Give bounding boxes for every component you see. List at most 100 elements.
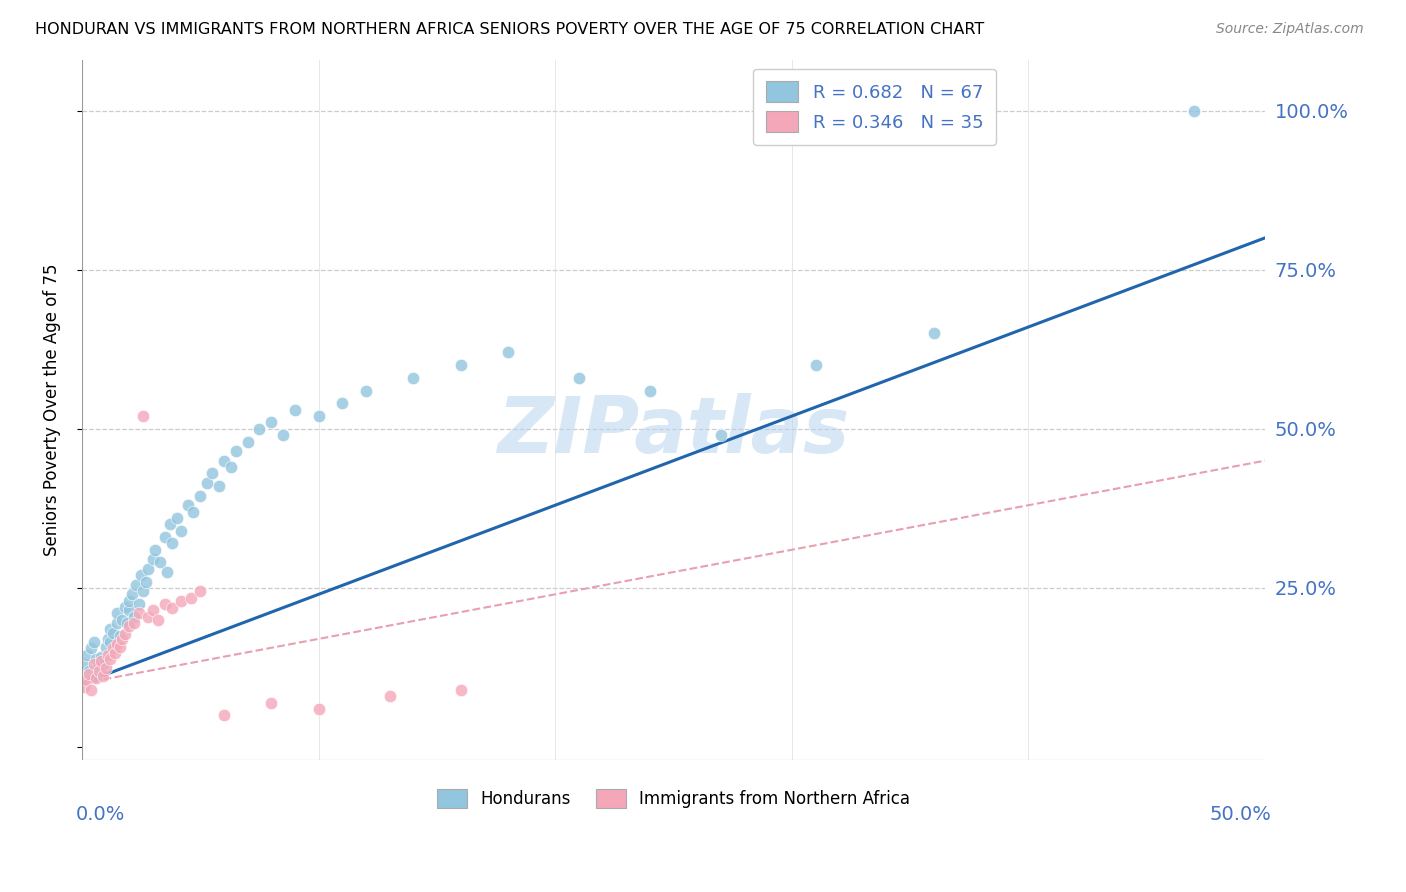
Point <box>101 641 124 656</box>
Point <box>177 498 200 512</box>
Point <box>135 574 157 589</box>
Point <box>212 708 235 723</box>
Point <box>80 682 103 697</box>
Point <box>91 669 114 683</box>
Point <box>160 536 183 550</box>
Point <box>115 615 138 630</box>
Point <box>450 358 472 372</box>
Point <box>330 396 353 410</box>
Point <box>166 511 188 525</box>
Point <box>142 552 165 566</box>
Point <box>143 542 166 557</box>
Point <box>118 603 141 617</box>
Point <box>922 326 945 341</box>
Point <box>90 654 112 668</box>
Point <box>153 597 176 611</box>
Point <box>159 517 181 532</box>
Point <box>149 556 172 570</box>
Point <box>142 603 165 617</box>
Point <box>125 578 148 592</box>
Point <box>122 609 145 624</box>
Point <box>107 615 129 630</box>
Point <box>284 402 307 417</box>
Point <box>201 467 224 481</box>
Point <box>354 384 377 398</box>
Point <box>308 409 330 423</box>
Point <box>271 428 294 442</box>
Point <box>260 696 283 710</box>
Point <box>160 601 183 615</box>
Point <box>83 670 105 684</box>
Point <box>87 660 110 674</box>
Point <box>73 657 96 672</box>
Point <box>94 660 117 674</box>
Point <box>101 625 124 640</box>
Point <box>136 609 159 624</box>
Point <box>710 428 733 442</box>
Point <box>195 475 218 490</box>
Point <box>77 664 100 678</box>
Point <box>104 646 127 660</box>
Point <box>208 479 231 493</box>
Text: Source: ZipAtlas.com: Source: ZipAtlas.com <box>1216 22 1364 37</box>
Point <box>128 597 150 611</box>
Point <box>80 641 103 656</box>
Point <box>181 505 204 519</box>
Point <box>170 593 193 607</box>
Point <box>378 689 401 703</box>
Point <box>84 671 107 685</box>
Point <box>212 453 235 467</box>
Point <box>122 615 145 630</box>
Point <box>107 607 129 621</box>
Point <box>450 682 472 697</box>
Point <box>98 635 121 649</box>
Point <box>308 702 330 716</box>
Point <box>188 489 211 503</box>
Point <box>170 524 193 538</box>
Point <box>108 640 131 654</box>
Point <box>91 657 114 672</box>
Point <box>402 371 425 385</box>
Point <box>94 640 117 654</box>
Point <box>568 371 591 385</box>
Point <box>146 613 169 627</box>
Point <box>118 593 141 607</box>
Point <box>76 673 98 688</box>
Point <box>111 632 134 646</box>
Point <box>77 666 100 681</box>
Point <box>180 591 202 605</box>
Point <box>104 641 127 656</box>
Point <box>98 652 121 666</box>
Point <box>260 416 283 430</box>
Point <box>1182 103 1205 118</box>
Point <box>98 623 121 637</box>
Point <box>804 358 827 372</box>
Point <box>108 629 131 643</box>
Text: 50.0%: 50.0% <box>1209 805 1271 824</box>
Point <box>114 627 136 641</box>
Point <box>236 434 259 449</box>
Point <box>87 664 110 678</box>
Point <box>153 530 176 544</box>
Point <box>97 648 120 662</box>
Point <box>73 680 96 694</box>
Point <box>83 657 105 672</box>
Point <box>132 584 155 599</box>
Point <box>114 600 136 615</box>
Text: ZIPatlas: ZIPatlas <box>498 392 849 468</box>
Point <box>496 345 519 359</box>
Point <box>90 649 112 664</box>
Point <box>249 422 271 436</box>
Point <box>219 460 242 475</box>
Point <box>132 409 155 423</box>
Point <box>107 637 129 651</box>
Point <box>83 635 105 649</box>
Point <box>128 607 150 621</box>
Point <box>84 652 107 666</box>
Point <box>156 565 179 579</box>
Point <box>76 648 98 662</box>
Text: 0.0%: 0.0% <box>76 805 125 824</box>
Point <box>129 568 152 582</box>
Point <box>97 632 120 646</box>
Point <box>136 562 159 576</box>
